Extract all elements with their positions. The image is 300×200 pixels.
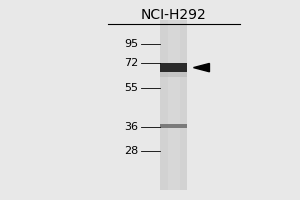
- Text: 55: 55: [124, 83, 138, 93]
- Bar: [160, 72, 188, 77]
- Text: 28: 28: [124, 146, 138, 156]
- Bar: [160, 20, 188, 190]
- Polygon shape: [194, 63, 209, 72]
- Bar: [160, 124, 188, 128]
- Text: NCI-H292: NCI-H292: [141, 8, 207, 22]
- Text: 95: 95: [124, 39, 138, 49]
- Text: 36: 36: [124, 122, 138, 132]
- Bar: [160, 63, 188, 72]
- Text: 72: 72: [124, 58, 138, 68]
- Bar: [168, 20, 180, 190]
